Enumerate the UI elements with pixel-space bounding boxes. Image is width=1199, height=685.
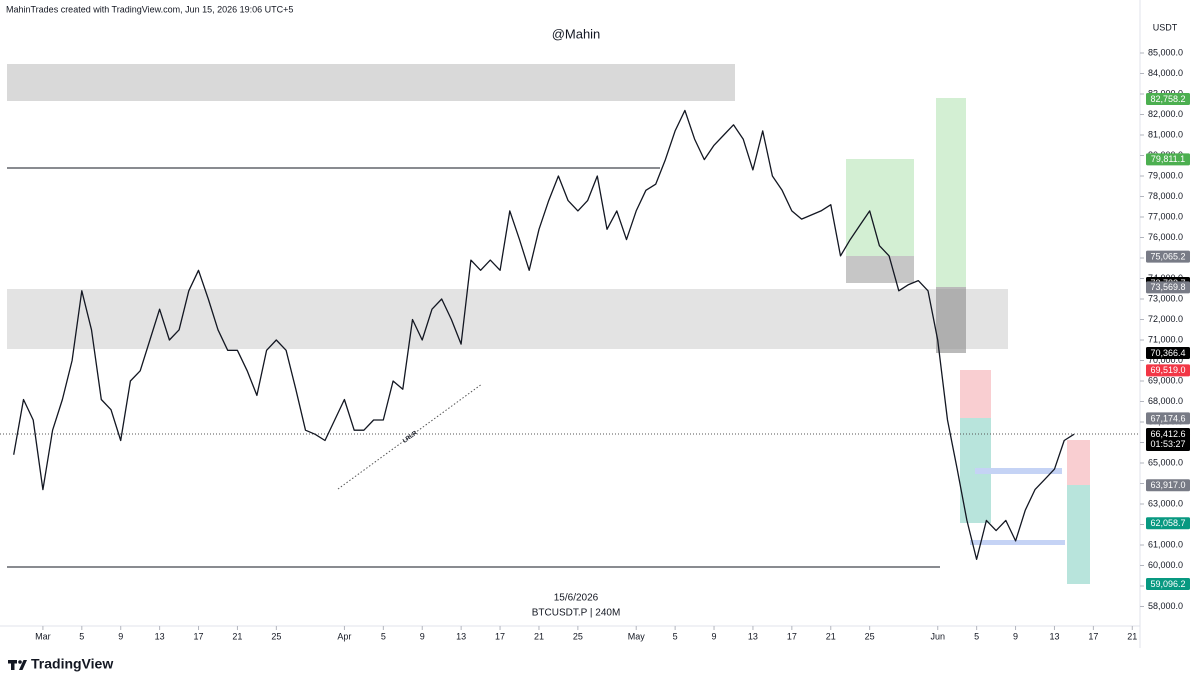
entry-box <box>936 287 966 353</box>
symbol-label: BTCUSDT.P | 240M <box>532 608 621 619</box>
y-tick-label: 70,000.0 <box>1148 355 1183 365</box>
y-tick-label: 77,000.0 <box>1148 211 1183 221</box>
y-tick-label: 60,000.0 <box>1148 560 1183 570</box>
y-tick-label: 85,000.0 <box>1148 47 1183 57</box>
current-price-tag <box>1146 428 1190 452</box>
x-tick-label: 5 <box>673 631 678 641</box>
x-tick-label: 17 <box>194 631 204 641</box>
y-tick-label: 68,000.0 <box>1148 396 1183 406</box>
price-tag <box>1146 412 1190 425</box>
range-bar <box>970 540 1065 545</box>
x-tick-label: 25 <box>271 631 281 641</box>
x-tick-label: 21 <box>534 631 544 641</box>
price-tag <box>1146 281 1190 294</box>
y-tick-label: 79,000.0 <box>1148 170 1183 180</box>
y-tick-label: 71,000.0 <box>1148 334 1183 344</box>
chart-title: @Mahin <box>552 26 601 41</box>
stop-box <box>960 370 991 418</box>
price-tag <box>1146 153 1190 166</box>
price-tag <box>1146 92 1190 105</box>
x-tick-label: May <box>628 631 646 641</box>
currency: USDT <box>1153 22 1178 32</box>
range-bar <box>975 468 1062 474</box>
entry-box <box>846 256 914 283</box>
price-tag-label: 70,366.4 <box>1150 348 1185 358</box>
price-line <box>13 109 1075 561</box>
y-tick-label: 84,000.0 <box>1148 68 1183 78</box>
y-tick-label: 63,000.0 <box>1148 498 1183 508</box>
y-tick-label: 78,000.0 <box>1148 191 1183 201</box>
x-tick-label: 9 <box>712 631 717 641</box>
target-box <box>936 98 966 287</box>
price-tag <box>1146 346 1190 359</box>
x-tick-label: 5 <box>79 631 84 641</box>
price-tag-label: 63,917.0 <box>1150 480 1185 490</box>
x-tick-label: 9 <box>1013 631 1018 641</box>
price-tag <box>1146 364 1190 377</box>
x-tick-label: 25 <box>573 631 583 641</box>
price-tag-label: 79,811.1 <box>1151 154 1185 164</box>
x-tick-label: 13 <box>1049 631 1059 641</box>
price-tag-label: 62,058.7 <box>1150 518 1185 528</box>
date-label: 15/6/2026 <box>554 593 599 604</box>
stop-box <box>1067 440 1090 485</box>
annotation: LRLR <box>402 430 419 445</box>
header: MahinTrades created with TradingView.com… <box>6 4 293 14</box>
y-tick-label: 73,000.0 <box>1148 293 1183 303</box>
target-box <box>846 159 914 256</box>
x-tick-label: 21 <box>1127 631 1137 641</box>
price-tag-label: 59,096.2 <box>1150 579 1185 589</box>
x-tick-label: 13 <box>748 631 758 641</box>
x-tick-label: 9 <box>420 631 425 641</box>
x-tick-label: Mar <box>35 631 51 641</box>
y-tick-label: 58,000.0 <box>1148 601 1183 611</box>
y-tick-label: 61,000.0 <box>1148 539 1183 549</box>
support-zone <box>7 289 1008 349</box>
x-tick-label: 21 <box>826 631 836 641</box>
x-tick-label: 17 <box>495 631 505 641</box>
y-tick-label: 69,000.0 <box>1148 375 1183 385</box>
y-tick-label: 76,000.0 <box>1148 232 1183 242</box>
x-tick-label: 17 <box>787 631 797 641</box>
price-tag-label: 73,569.8 <box>1150 282 1185 292</box>
price-tag-label: 82,758.2 <box>1150 94 1185 104</box>
logo-text: TradingView <box>31 656 113 672</box>
x-tick-label: 25 <box>865 631 875 641</box>
price-tag-label: 69,519.0 <box>1150 365 1185 375</box>
x-tick-label: 13 <box>155 631 165 641</box>
y-tick-label: 65,000.0 <box>1148 457 1183 467</box>
x-tick-label: 17 <box>1088 631 1098 641</box>
x-tick-label: 5 <box>381 631 386 641</box>
price-tag-label: 75,065.2 <box>1150 252 1185 262</box>
price-tag <box>1146 479 1190 492</box>
resistance-zone <box>7 64 735 101</box>
x-tick-label: Jun <box>930 631 945 641</box>
countdown: 01:53:27 <box>1150 439 1185 449</box>
y-tick-label: 72,000.0 <box>1148 314 1183 324</box>
y-tick-label: 81,000.0 <box>1148 129 1183 139</box>
y-tick-label: 82,000.0 <box>1148 109 1183 119</box>
x-tick-label: Apr <box>337 631 351 641</box>
price-tag <box>1146 517 1190 530</box>
x-tick-label: 13 <box>456 631 466 641</box>
price-tag <box>1146 578 1190 591</box>
x-tick-label: 5 <box>974 631 979 641</box>
logo-icon <box>8 660 27 670</box>
price-tag <box>1146 250 1190 263</box>
current-price-label: 66,412.6 <box>1150 429 1185 439</box>
x-tick-label: 21 <box>232 631 242 641</box>
target-box <box>1067 485 1090 584</box>
x-tick-label: 9 <box>118 631 123 641</box>
price-tag-label: 67,174.6 <box>1150 413 1185 423</box>
